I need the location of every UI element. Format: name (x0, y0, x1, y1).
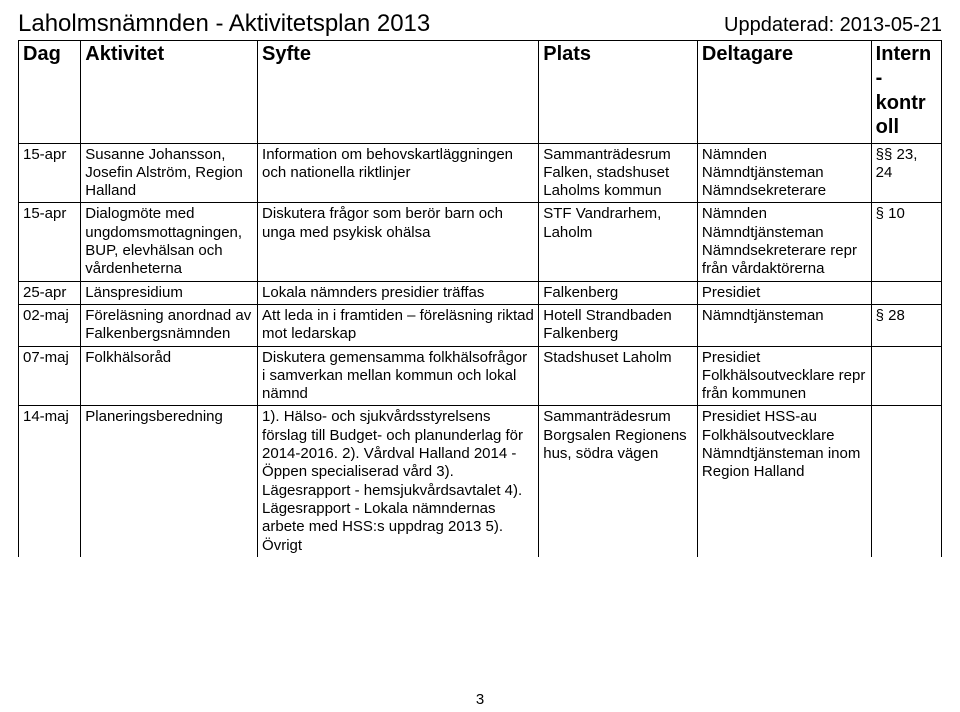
cell-syfte: Information om behovskartläggningen och … (258, 143, 539, 203)
table-row: 25-apr Länspresidium Lokala nämnders pre… (19, 281, 942, 304)
cell-dag: 07-maj (19, 346, 81, 406)
cell-ik: § 10 (871, 203, 941, 281)
cell-dag: 14-maj (19, 406, 81, 557)
page-number: 3 (0, 691, 960, 708)
cell-deltagare: Presidiet HSS-au Folkhälsoutvecklare Näm… (697, 406, 871, 557)
cell-dag: 02-maj (19, 304, 81, 346)
table-row: 02-maj Föreläsning anordnad av Falkenber… (19, 304, 942, 346)
activity-table: Dag Aktivitet Syfte Plats Deltagare Inte… (18, 40, 942, 557)
cell-dag: 15-apr (19, 143, 81, 203)
table-row: 15-apr Dialogmöte med ungdomsmottagninge… (19, 203, 942, 281)
col-aktivitet: Aktivitet (81, 41, 258, 144)
cell-plats: Hotell Strandbaden Falkenberg (539, 304, 698, 346)
cell-dag: 25-apr (19, 281, 81, 304)
page-title: Laholmsnämnden - Aktivitetsplan 2013 (18, 10, 430, 38)
cell-deltagare: Presidiet (697, 281, 871, 304)
cell-plats: Falkenberg (539, 281, 698, 304)
cell-plats: Sammanträdesrum Borgsalen Regionens hus,… (539, 406, 698, 557)
cell-syfte: Diskutera gemensamma folkhälsofrågor i s… (258, 346, 539, 406)
cell-aktivitet: Folkhälsoråd (81, 346, 258, 406)
cell-aktivitet: Länspresidium (81, 281, 258, 304)
cell-aktivitet: Planeringsberedning (81, 406, 258, 557)
cell-aktivitet: Dialogmöte med ungdomsmottagningen, BUP,… (81, 203, 258, 281)
cell-deltagare: Nämnden Nämndtjänsteman Nämndsekreterare… (697, 203, 871, 281)
updated-label: Uppdaterad: 2013-05-21 (724, 14, 942, 37)
cell-ik: § 28 (871, 304, 941, 346)
cell-ik (871, 346, 941, 406)
col-syfte: Syfte (258, 41, 539, 144)
table-row: 14-maj Planeringsberedning 1). Hälso- oc… (19, 406, 942, 557)
cell-plats: Sammanträdesrum Falken, stadshuset Lahol… (539, 143, 698, 203)
cell-deltagare: Nämnden Nämndtjänsteman Nämndsekreterare (697, 143, 871, 203)
cell-aktivitet: Föreläsning anordnad av Falkenbergsnämnd… (81, 304, 258, 346)
table-header-row: Dag Aktivitet Syfte Plats Deltagare Inte… (19, 41, 942, 144)
table-row: 07-maj Folkhälsoråd Diskutera gemensamma… (19, 346, 942, 406)
cell-deltagare: Presidiet Folkhälsoutvecklare repr från … (697, 346, 871, 406)
cell-deltagare: Nämndtjänsteman (697, 304, 871, 346)
cell-plats: STF Vandrarhem, Laholm (539, 203, 698, 281)
header-row: Laholmsnämnden - Aktivitetsplan 2013 Upp… (18, 10, 942, 38)
col-dag: Dag (19, 41, 81, 144)
table-row: 15-apr Susanne Johansson, Josefin Alströ… (19, 143, 942, 203)
cell-ik (871, 406, 941, 557)
cell-syfte: Lokala nämnders presidier träffas (258, 281, 539, 304)
cell-ik: §§ 23, 24 (871, 143, 941, 203)
cell-syfte: Att leda in i framtiden – föreläsning ri… (258, 304, 539, 346)
col-internkontroll: Intern-kontroll (871, 41, 941, 144)
page: Laholmsnämnden - Aktivitetsplan 2013 Upp… (0, 0, 960, 712)
col-plats: Plats (539, 41, 698, 144)
cell-aktivitet: Susanne Johansson, Josefin Alström, Regi… (81, 143, 258, 203)
cell-plats: Stadshuset Laholm (539, 346, 698, 406)
cell-syfte: Diskutera frågor som berör barn och unga… (258, 203, 539, 281)
cell-dag: 15-apr (19, 203, 81, 281)
col-deltagare: Deltagare (697, 41, 871, 144)
cell-syfte: 1). Hälso- och sjukvårdsstyrelsens försl… (258, 406, 539, 557)
cell-ik (871, 281, 941, 304)
